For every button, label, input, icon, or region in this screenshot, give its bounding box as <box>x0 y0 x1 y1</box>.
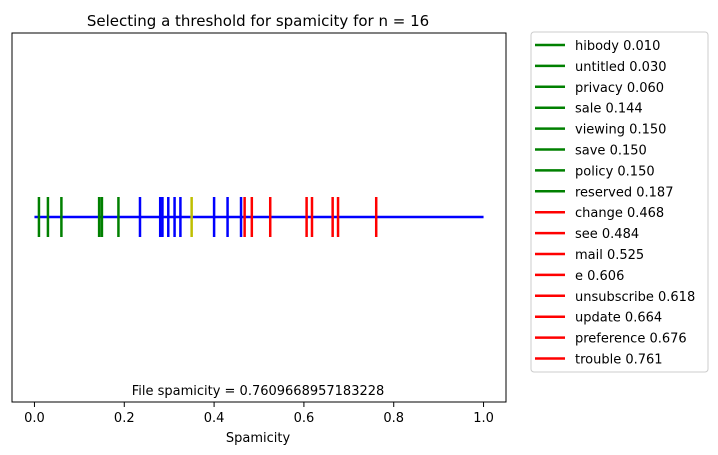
legend-entry-label: privacy 0.060 <box>575 81 664 96</box>
x-tick-label: 1.0 <box>473 411 494 426</box>
x-tick-label: 0.6 <box>294 411 315 426</box>
legend-entry-label: trouble 0.761 <box>575 353 663 368</box>
legend-entry-label: preference 0.676 <box>575 332 687 347</box>
legend-entry-label: sale 0.144 <box>575 102 643 117</box>
legend-entry-label: untitled 0.030 <box>575 60 667 75</box>
legend-entry-label: change 0.468 <box>575 206 664 221</box>
legend-frame <box>530 31 709 373</box>
x-axis-label: Spamicity <box>226 431 291 446</box>
file-spamicity-annotation: File spamicity = 0.7609668957183228 <box>132 384 385 399</box>
legend-entry-label: reserved 0.187 <box>575 185 673 200</box>
legend-entry-label: viewing 0.150 <box>575 123 666 138</box>
legend-entry-label: mail 0.525 <box>575 248 644 263</box>
legend-entry-label: update 0.664 <box>575 311 662 326</box>
x-tick-label: 0.4 <box>204 411 225 426</box>
x-tick-label: 0.8 <box>383 411 404 426</box>
legend: hibody 0.010 untitled 0.030 privacy 0.060 s… <box>530 31 709 373</box>
legend-entry-label: policy 0.150 <box>575 164 655 179</box>
x-tick-label: 0.2 <box>114 411 135 426</box>
legend-entry-label: e 0.606 <box>575 269 624 284</box>
legend-entry-label: save 0.150 <box>575 144 647 159</box>
legend-entry-label: see 0.484 <box>575 227 639 242</box>
x-tick-label: 0.0 <box>24 411 45 426</box>
chart-title: Selecting a threshold for spamicity for … <box>87 12 429 30</box>
legend-entry-label: unsubscribe 0.618 <box>575 290 695 305</box>
legend-entry-label: hibody 0.010 <box>575 39 660 54</box>
